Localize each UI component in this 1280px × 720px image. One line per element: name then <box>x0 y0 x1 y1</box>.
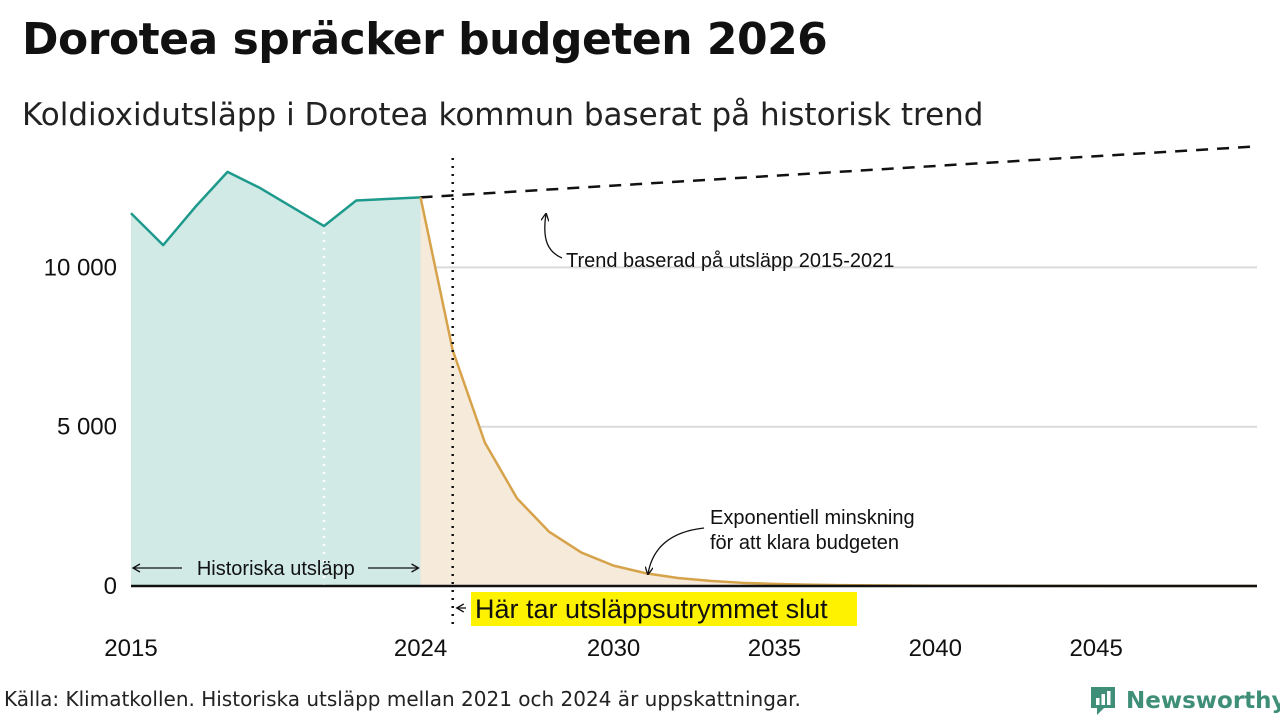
chart-title: Dorotea spräcker budgeten 2026 <box>22 14 828 65</box>
x-tick-label: 2045 <box>1069 635 1122 662</box>
exp-pointer <box>648 527 705 574</box>
emissions-chart: Historiska utsläpp Trend baserad på utslä… <box>44 145 1258 662</box>
arrowhead-icon <box>411 563 420 573</box>
y-tick-label: 5 000 <box>57 414 117 441</box>
x-tick-label: 2024 <box>394 635 447 662</box>
newsworthy-logo-icon <box>1091 687 1115 715</box>
source-note: Källa: Klimatkollen. Historiska utsläpp … <box>4 687 801 711</box>
exp-label-line2: för att klara budgeten <box>710 532 899 554</box>
historical-area <box>131 171 421 586</box>
y-tick-label: 10 000 <box>44 254 117 281</box>
x-tick-label: 2035 <box>748 635 801 662</box>
y-tick-label: 0 <box>104 573 117 600</box>
projection-area <box>420 197 1257 587</box>
exp-label-line1: Exponentiell minskning <box>710 507 915 529</box>
trend-label: Trend baserad på utsläpp 2015-2021 <box>566 250 894 272</box>
trend-pointer <box>545 214 563 259</box>
historical-line <box>130 170 421 247</box>
budget-end-highlight <box>471 592 857 626</box>
arrowhead-icon <box>131 563 141 573</box>
x-tick-label: 2040 <box>909 635 962 662</box>
brand-name: Newsworthy <box>1126 688 1280 714</box>
trend-line <box>420 145 1258 199</box>
brand-logo: Newsworthy <box>1088 684 1280 718</box>
budget-end-label: Här tar utsläppsutrymmet slut <box>475 594 828 624</box>
historical-label: Historiska utsläpp <box>197 558 355 580</box>
x-tick-label: 2015 <box>104 635 157 662</box>
x-tick-label: 2030 <box>587 635 640 662</box>
arrowhead-icon <box>455 603 465 613</box>
chart-subtitle: Koldioxidutsläpp i Dorotea kommun basera… <box>22 97 984 133</box>
